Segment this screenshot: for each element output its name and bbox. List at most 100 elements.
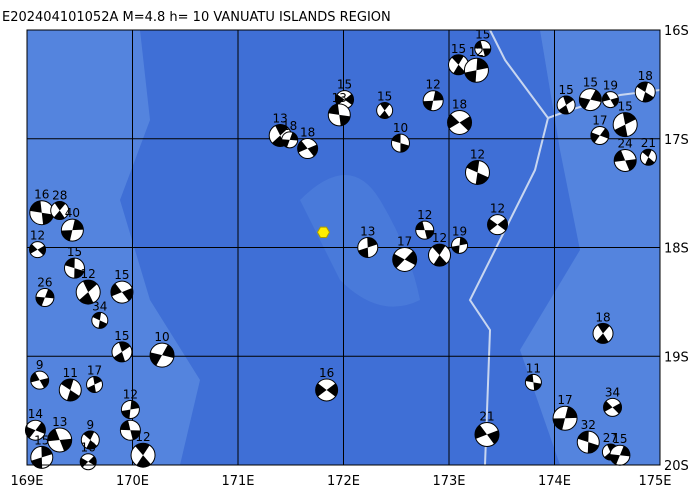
focal-mechanism: 13 (47, 415, 73, 453)
compression-quadrant (150, 344, 175, 366)
compression-quadrant (29, 244, 46, 256)
compression-quadrant (391, 134, 410, 153)
compression-quadrant (603, 400, 622, 414)
compression-quadrant (30, 372, 49, 389)
focal-mechanism: 10 (390, 121, 410, 153)
depth-label: 18 (300, 126, 315, 140)
compression-quadrant (579, 89, 602, 110)
compression-quadrant (120, 420, 141, 440)
compression-quadrant (415, 221, 434, 239)
depth-label: 12 (81, 267, 96, 281)
focal-mechanism: 9 (80, 418, 100, 450)
focal-mechanism: 18 (281, 119, 299, 149)
depth-label: 15 (558, 83, 573, 97)
focal-mechanism: 24 (613, 137, 637, 172)
compression-quadrant (281, 132, 298, 148)
depth-label: 13 (273, 111, 288, 125)
depth-label: 27 (603, 431, 618, 445)
focal-mechanism: 14 (24, 407, 46, 441)
focal-mechanism: 12 (428, 231, 452, 267)
focal-mechanism: 11 (524, 361, 542, 391)
compression-quadrant (31, 446, 53, 469)
depth-label: 13 (360, 225, 375, 239)
compression-quadrant (83, 430, 98, 449)
focal-mechanism: 12 (29, 229, 47, 259)
compression-quadrant (474, 424, 499, 445)
lon-label: 170E (116, 474, 149, 489)
depth-label: 34 (605, 385, 620, 399)
compression-quadrant (47, 428, 72, 452)
depth-label: 16 (81, 441, 96, 455)
compression-quadrant (577, 431, 599, 454)
lat-label: 16S (664, 24, 689, 39)
compression-quadrant (614, 112, 636, 137)
focal-mechanism: 12 (415, 208, 435, 240)
compression-quadrant (92, 312, 108, 329)
compression-quadrant (642, 149, 655, 166)
focal-mechanism: 26 (35, 276, 55, 308)
depth-label: 16 (319, 366, 334, 380)
depth-label: 17 (87, 364, 102, 378)
compression-quadrant (558, 96, 574, 115)
depth-label: 19 (452, 224, 467, 238)
focal-mechanism: 15 (447, 42, 469, 76)
compression-quadrant (29, 200, 54, 225)
depth-label: 12 (426, 78, 441, 92)
depth-label: 15 (475, 27, 490, 41)
depth-label: 10 (154, 330, 169, 344)
compression-quadrant (35, 289, 54, 306)
focal-mechanism: 12 (487, 202, 509, 236)
focal-mechanism: 16 (315, 366, 339, 402)
depth-label: 10 (393, 121, 408, 135)
depth-label: 19 (603, 79, 618, 93)
focal-mechanism: 13 (327, 91, 351, 127)
title: E202404101052A M=4.8 h= 10 VANUATU ISLAN… (2, 10, 391, 25)
compression-quadrant (335, 93, 354, 106)
compression-quadrant (272, 124, 289, 147)
focal-mechanism: 17 (552, 393, 578, 431)
focal-mechanism: 15 (30, 433, 54, 469)
focal-mechanism: 21 (639, 136, 657, 166)
compression-quadrant (121, 400, 140, 419)
focal-mechanism: 15 (556, 83, 576, 115)
depth-label: 18 (595, 310, 610, 324)
focal-mechanism: 13 (357, 225, 379, 258)
compression-quadrant (64, 258, 85, 279)
depth-label: 9 (86, 418, 94, 432)
focal-mechanism: 15 (111, 329, 133, 363)
depth-label: 15 (583, 76, 598, 90)
compression-quadrant (358, 237, 378, 258)
focal-mechanism: 34 (603, 385, 623, 417)
depth-label: 12 (135, 430, 150, 444)
focal-mechanism: 17 (590, 113, 610, 145)
depth-label: 13 (52, 415, 67, 429)
focal-mechanism: 28 (50, 189, 70, 221)
lat-label: 19S (664, 350, 689, 365)
focal-mechanism: 12 (464, 147, 490, 185)
compression-quadrant (596, 323, 610, 344)
lon-label: 174E (538, 474, 571, 489)
focal-mechanism: 15 (110, 268, 134, 304)
compression-quadrant (474, 40, 491, 57)
focal-mechanism: 19 (601, 79, 619, 109)
depth-label: 16 (34, 188, 49, 202)
focal-mechanism: 17 (86, 364, 104, 394)
depth-label: 32 (581, 418, 596, 432)
compression-quadrant (432, 244, 447, 267)
focal-mechanism: 15 (376, 89, 394, 119)
depth-label: 26 (37, 276, 52, 290)
lon-label: 171E (221, 474, 254, 489)
compression-quadrant (25, 422, 46, 439)
focal-mechanism: 15 (612, 100, 638, 138)
lon-label: 169E (10, 474, 43, 489)
focal-mechanism: 15 (63, 245, 85, 279)
depth-label: 15 (612, 432, 627, 446)
focal-mechanism: 32 (576, 418, 600, 454)
compression-quadrant (525, 374, 542, 391)
compression-quadrant (451, 237, 468, 254)
depth-label: 15 (451, 42, 466, 56)
focal-mechanism: 11 (58, 366, 82, 402)
lat-label: 20S (664, 459, 689, 474)
depth-label: 9 (36, 358, 44, 372)
focal-mechanism: 40 (60, 206, 84, 242)
